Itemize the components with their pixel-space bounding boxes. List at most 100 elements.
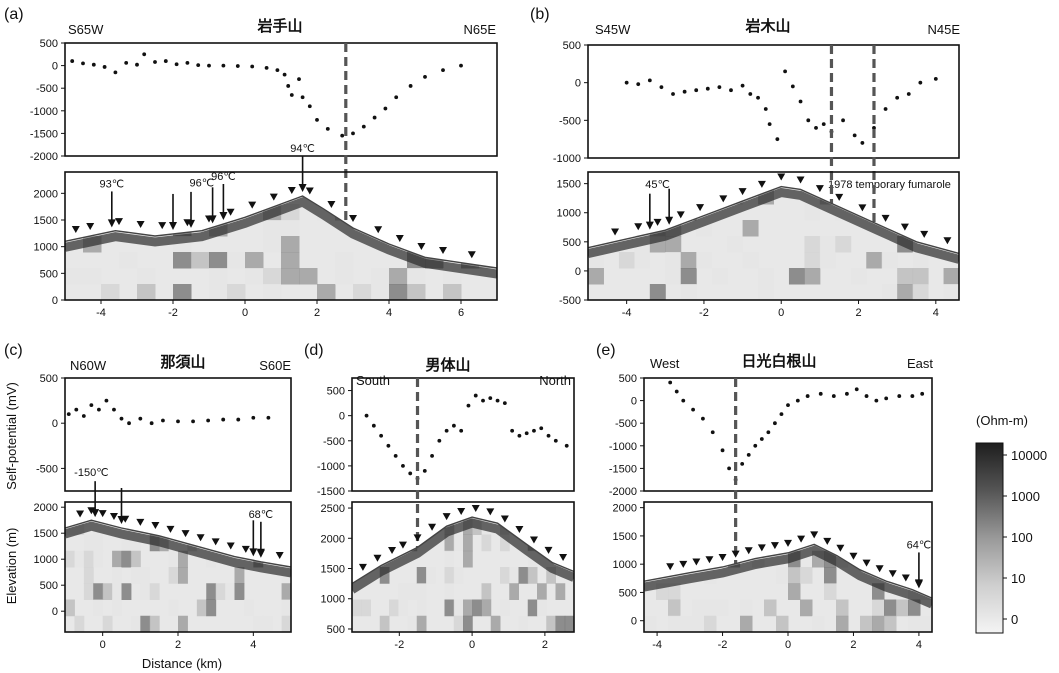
resistivity-cell — [920, 550, 932, 568]
station-marker — [849, 552, 858, 560]
res-xtick-label: 2 — [855, 307, 861, 319]
station-marker — [226, 542, 235, 550]
resistivity-cell — [644, 550, 657, 568]
resistivity-cell — [537, 518, 547, 535]
resistivity-cell — [804, 204, 821, 221]
resistivity-cell — [546, 615, 556, 632]
resistivity-cell — [130, 550, 141, 568]
sp-point — [66, 412, 71, 417]
station-marker — [881, 214, 890, 222]
sp-point — [466, 403, 471, 408]
res-xtick-label: 2 — [314, 307, 320, 319]
station-marker — [559, 554, 568, 561]
sp-point — [361, 124, 366, 129]
resistivity-cell — [281, 583, 291, 600]
station-marker — [241, 545, 250, 553]
res-ytick-label: 2500 — [321, 503, 345, 515]
sp-point — [102, 65, 107, 69]
sp-point — [264, 65, 269, 70]
resistivity-cell — [546, 518, 556, 535]
resistivity-cell — [425, 236, 444, 253]
resistivity-cell — [500, 534, 510, 552]
station-marker — [943, 237, 952, 245]
panel-c-res-chart: -150℃ 68℃ 2000 1500 1000 500 0 0 2 4 — [34, 467, 292, 651]
station-marker — [757, 544, 766, 552]
resistivity-cell — [389, 196, 408, 205]
resistivity-cell — [472, 599, 482, 617]
station-marker — [211, 538, 220, 546]
conductive-layer — [65, 197, 497, 279]
resistivity-cell — [758, 268, 774, 285]
sp-point — [717, 85, 722, 90]
res-ytick-label: 2000 — [613, 503, 637, 515]
panel-b-res-chart: 45℃ 1500 1000 500 0 -500 -4 -2 0 2 4 — [557, 171, 960, 319]
resistivity-cell — [704, 615, 717, 632]
resistivity-cell — [191, 252, 210, 269]
resistivity-cell — [281, 252, 300, 269]
res-ytick-label: 1000 — [34, 242, 58, 254]
temperature-label: 94℃ — [290, 143, 315, 155]
resistivity-cell — [461, 220, 480, 237]
sp-point — [814, 125, 818, 130]
resistivity-cell — [281, 236, 300, 253]
resistivity-cell — [245, 252, 264, 269]
temperature-arrow-head — [117, 516, 126, 524]
res-frame — [64, 171, 498, 301]
resistivity-cell — [245, 268, 264, 285]
res-ytick-label: 2000 — [34, 188, 58, 200]
res-ytick-label: 1500 — [613, 531, 637, 543]
resistivity-cell — [168, 550, 179, 568]
station-marker — [731, 550, 740, 558]
resistivity-cell — [872, 615, 885, 632]
station-marker — [248, 201, 257, 209]
resistivity-cell — [479, 196, 497, 205]
station-marker — [796, 176, 805, 184]
resistivity-cell — [546, 567, 556, 584]
sp-point — [767, 122, 772, 126]
resistivity-cell — [804, 268, 821, 285]
station-marker — [166, 525, 175, 533]
resistivity-cell — [668, 583, 681, 600]
sp-point — [315, 117, 319, 122]
station-marker — [815, 185, 824, 193]
resistivity-cell — [121, 583, 132, 600]
colorbar-label: 0 — [1011, 612, 1018, 627]
resistivity-cell — [588, 186, 604, 189]
sp-point — [775, 137, 780, 142]
resistivity-cell — [398, 599, 408, 617]
resistivity-cell — [680, 252, 697, 269]
sp-point — [221, 63, 226, 68]
sp-point — [773, 421, 777, 426]
resistivity-cell — [644, 615, 657, 632]
sp-point — [459, 63, 463, 68]
resistivity-cell — [872, 550, 885, 568]
sp-point — [668, 380, 673, 385]
temperature-label: 96℃ — [190, 178, 215, 190]
resistivity-cell — [253, 615, 264, 632]
resistivity-cell — [668, 599, 681, 617]
station-marker — [653, 218, 662, 226]
resistivity-cell — [500, 599, 510, 617]
res-ytick-label: 2000 — [34, 502, 58, 514]
resistivity-cell — [727, 236, 744, 253]
temperature-label: -150℃ — [74, 467, 108, 479]
res-ytick-label: 500 — [327, 624, 345, 636]
panel-label-e: (e) — [596, 342, 616, 359]
station-marker — [115, 218, 123, 226]
sp-point — [564, 443, 569, 448]
station-marker — [738, 188, 747, 196]
station-marker — [900, 223, 909, 231]
resistivity-cell — [317, 284, 336, 300]
temperature-arrow-head — [169, 221, 177, 230]
sp-point — [207, 63, 211, 68]
resistivity-cell — [225, 583, 235, 600]
resistivity-cell — [379, 615, 390, 632]
res-ytick-label: 1500 — [321, 564, 345, 576]
sp-point — [364, 413, 369, 418]
sp-point — [818, 391, 823, 396]
sp-ytick-label: 0 — [575, 78, 581, 90]
terrain-surface — [64, 519, 292, 568]
sp-point — [452, 423, 456, 428]
resistivity-cell — [896, 550, 909, 568]
resistivity-cell — [93, 550, 104, 568]
